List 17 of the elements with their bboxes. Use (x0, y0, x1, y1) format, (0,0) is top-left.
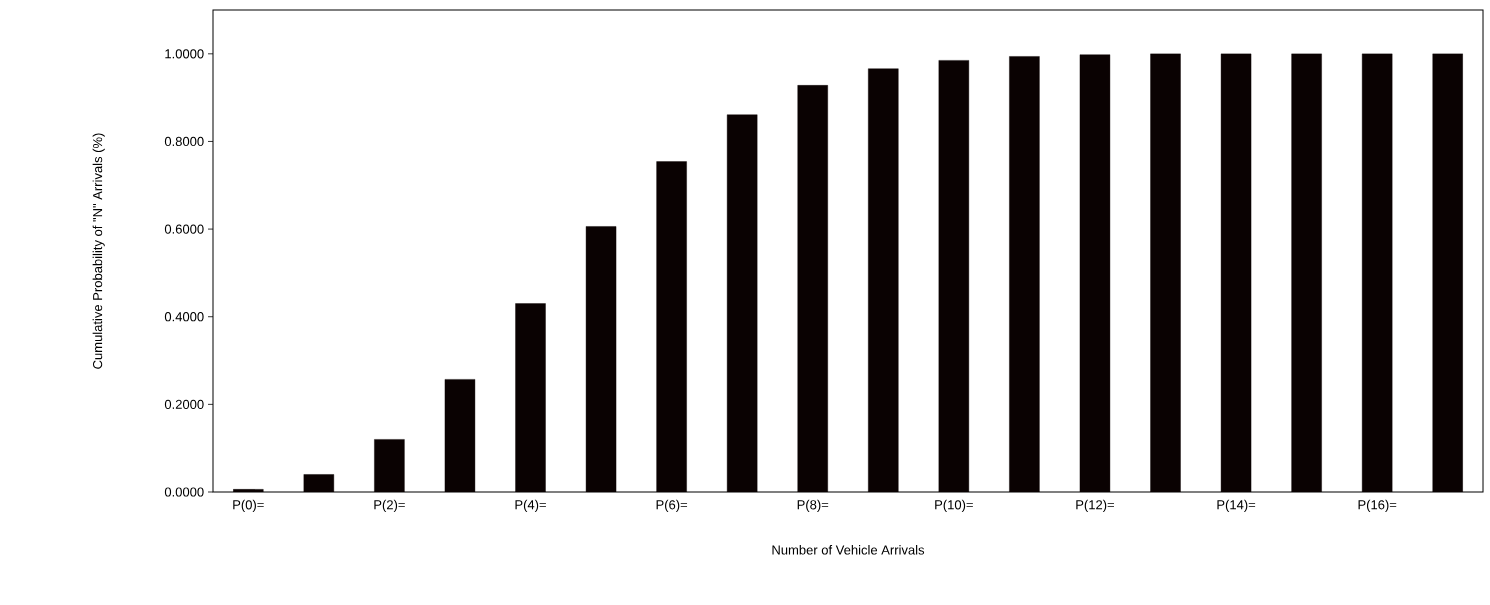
x-tick-label: P(0)= (233, 499, 264, 512)
y-tick-label: 0.6000 (164, 224, 204, 234)
x-tick-label: P(14)= (1217, 499, 1256, 512)
x-tick-label: P(6)= (656, 499, 688, 512)
x-tick-label: P(4)= (515, 499, 546, 512)
y-tick-label: 1.0000 (165, 49, 204, 59)
x-tick-label: P(8)= (797, 499, 829, 512)
y-tick-label: 0.0000 (164, 487, 204, 497)
x-tick-label: P(10)= (935, 499, 973, 512)
y-tick-label: 0.2000 (164, 399, 204, 409)
y-axis-title: Cumulative Probability of "N" Arrivals (%) (92, 133, 105, 369)
x-axis-title: Number of Vehicle Arrivals (772, 545, 925, 555)
y-tick-label: 0.4000 (164, 312, 204, 322)
x-tick-label: P(12)= (1076, 499, 1114, 512)
x-tick-label: P(16)= (1358, 499, 1397, 512)
y-tick-label: 0.8000 (164, 136, 204, 147)
x-tick-label: P(2)= (374, 499, 405, 512)
